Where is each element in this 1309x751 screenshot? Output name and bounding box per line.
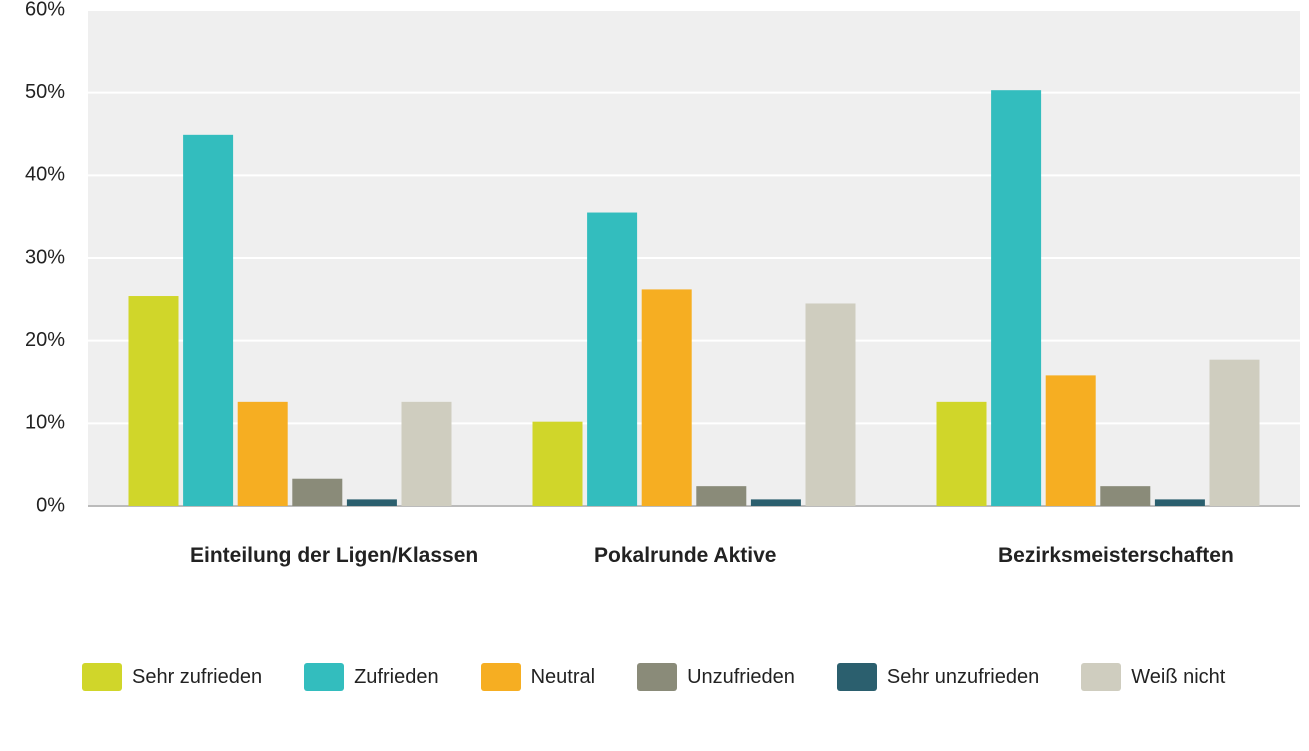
legend-swatch bbox=[304, 663, 345, 691]
bar bbox=[1154, 499, 1205, 506]
legend-item: Sehr zufrieden bbox=[82, 662, 262, 692]
legend-swatch bbox=[82, 663, 122, 691]
bar bbox=[936, 401, 987, 506]
bar bbox=[1045, 375, 1096, 506]
y-tick-label: 60% bbox=[25, 0, 65, 20]
bar bbox=[237, 401, 288, 506]
bar bbox=[183, 134, 234, 506]
x-tick-label: Pokalrunde Aktive bbox=[594, 544, 777, 567]
legend-swatch bbox=[836, 663, 877, 691]
y-tick-label: 50% bbox=[25, 81, 65, 103]
bar bbox=[346, 499, 397, 506]
x-tick-label: Einteilung der Ligen/Klassen bbox=[190, 544, 479, 567]
bar bbox=[696, 486, 747, 506]
legend-label: Weiß nicht bbox=[1131, 665, 1226, 688]
legend-item: Weiß nicht bbox=[1081, 662, 1225, 692]
legend-swatch bbox=[1081, 663, 1122, 691]
bar bbox=[1209, 359, 1260, 506]
legend-label: Sehr zufrieden bbox=[132, 665, 263, 688]
legend-swatch bbox=[480, 663, 521, 691]
legend-label: Unzufrieden bbox=[687, 665, 795, 688]
bar bbox=[128, 296, 179, 506]
y-tick-label: 20% bbox=[25, 329, 65, 351]
bar bbox=[292, 478, 343, 506]
bar bbox=[587, 212, 638, 507]
legend-item: Unzufrieden bbox=[637, 662, 795, 692]
legend-label: Zufrieden bbox=[354, 665, 439, 688]
bar bbox=[991, 90, 1042, 506]
bar bbox=[401, 401, 452, 506]
bar bbox=[532, 421, 583, 506]
bar bbox=[750, 499, 801, 506]
legend-label: Sehr unzufrieden bbox=[886, 665, 1040, 688]
bar bbox=[641, 289, 692, 506]
x-tick-label: Bezirksmeisterschaften bbox=[998, 544, 1234, 567]
legend-label: Neutral bbox=[530, 665, 596, 688]
y-tick-label: 40% bbox=[25, 164, 65, 186]
y-tick-label: 30% bbox=[25, 246, 65, 268]
legend-swatch bbox=[637, 663, 678, 691]
legend: Sehr zufrieden Zufrieden Neutral Unzufriede… bbox=[82, 662, 1302, 692]
bar bbox=[1100, 486, 1151, 506]
y-tick-label: 10% bbox=[25, 412, 65, 434]
y-tick-label: 0% bbox=[36, 494, 65, 516]
bar bbox=[805, 303, 856, 506]
legend-item: Zufrieden bbox=[304, 662, 439, 692]
legend-item: Neutral bbox=[480, 662, 596, 692]
legend-item: Sehr unzufrieden bbox=[836, 662, 1040, 692]
